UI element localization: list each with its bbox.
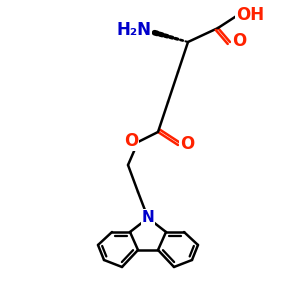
Text: O: O [232,32,246,50]
Text: OH: OH [236,6,264,24]
Text: N: N [142,209,154,224]
Text: O: O [180,135,194,153]
Text: H₂N: H₂N [116,21,152,39]
Text: O: O [124,132,138,150]
